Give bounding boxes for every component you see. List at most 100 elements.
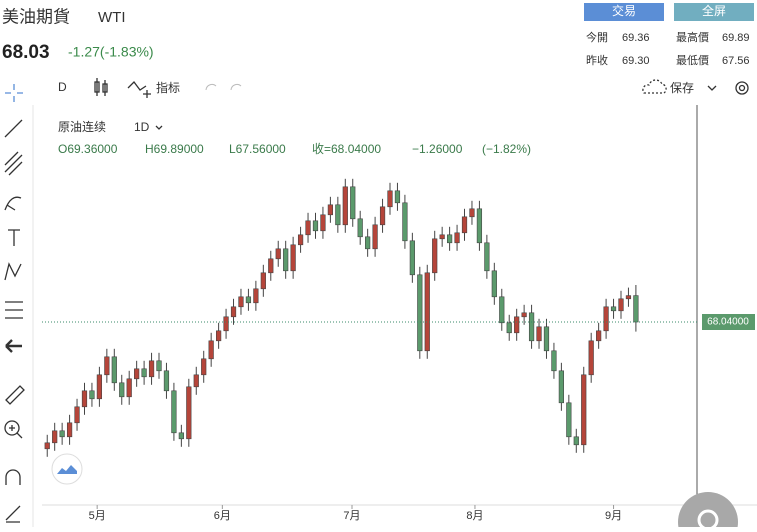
candle-body	[327, 204, 333, 216]
candle-body	[432, 238, 438, 274]
candle-body	[603, 306, 609, 332]
stat-label: 最高價	[676, 30, 709, 44]
candle-body	[528, 312, 535, 342]
candle-body	[357, 218, 363, 238]
legend-low: L67.56000	[229, 142, 286, 156]
x-tick-label: 6月	[214, 510, 231, 522]
candle-body	[558, 370, 564, 404]
logo-button[interactable]	[51, 453, 83, 485]
candle-body	[297, 234, 304, 246]
legend-close: 收=68.04000	[312, 142, 381, 156]
candle-body	[141, 368, 147, 378]
fullscreen-label[interactable]: 全屏	[702, 3, 726, 18]
stat-value: 69.36	[622, 32, 650, 44]
candle-body	[484, 242, 490, 272]
candle-body	[178, 432, 184, 440]
candle-body	[74, 406, 80, 424]
x-tick-label: 7月	[343, 510, 360, 522]
candle-icon[interactable]	[94, 78, 108, 96]
candle-body	[633, 295, 639, 323]
candle-body	[216, 330, 222, 342]
price: 68.03	[2, 42, 50, 63]
legend-high: H69.89000	[145, 142, 204, 156]
candle-body	[59, 430, 65, 438]
title: 美油期貨	[2, 7, 70, 26]
candle-body	[402, 202, 408, 242]
candle-body	[111, 356, 117, 384]
legend-dropdown[interactable]	[155, 125, 163, 130]
candle-body	[134, 368, 140, 380]
candle-body	[186, 386, 192, 440]
candle-body	[476, 208, 483, 244]
last-price-tag	[702, 314, 755, 330]
x-tick-label: 8月	[466, 510, 483, 522]
candle-body	[245, 296, 252, 304]
candle-body	[424, 272, 430, 352]
candle-body	[350, 186, 356, 220]
candle-body	[543, 326, 550, 352]
save-dropdown[interactable]	[707, 85, 717, 91]
candle-body	[573, 436, 579, 446]
candle-body	[379, 206, 386, 226]
candle-body	[372, 224, 378, 250]
candle-body	[201, 358, 207, 376]
candle-body	[260, 272, 266, 290]
candle-body	[447, 234, 453, 244]
candle-body	[394, 190, 401, 204]
candle-body	[618, 298, 624, 312]
candle-body	[163, 370, 170, 392]
candle-body	[290, 244, 296, 272]
indicator-button[interactable]: 指标	[156, 80, 180, 95]
stat-value: 69.30	[622, 55, 650, 67]
candle-body	[551, 350, 557, 372]
cloud-icon[interactable]	[642, 79, 667, 94]
settings-icon[interactable]	[735, 81, 749, 95]
interval-button[interactable]: D	[58, 80, 67, 94]
candle-body	[521, 312, 527, 318]
candle-body	[439, 234, 445, 240]
candle-body	[52, 430, 58, 444]
candle-body	[81, 390, 88, 408]
candle-body	[275, 248, 281, 260]
x-tick-label: 9月	[605, 510, 622, 522]
fullscreen-button[interactable]	[674, 3, 754, 21]
candle-body	[253, 288, 259, 304]
legend-change-pct: (−1.82%)	[482, 142, 531, 156]
candle-body	[387, 190, 393, 208]
legend-symbol: 原油连续	[58, 119, 106, 134]
candle-body	[491, 270, 497, 298]
candle-body	[581, 374, 587, 446]
candle-body	[625, 295, 632, 300]
logo-icon	[57, 465, 77, 474]
stat-label: 昨收	[586, 53, 608, 67]
candle-body	[208, 340, 214, 360]
save-button[interactable]: 保存	[670, 81, 694, 95]
candle-body	[223, 316, 229, 332]
candle-body	[305, 220, 311, 236]
candle-body	[193, 374, 199, 388]
candle-body	[148, 360, 155, 378]
indicator-icon[interactable]	[127, 81, 151, 98]
change: -1.27(-1.83%)	[68, 44, 154, 60]
trade-label[interactable]: 交易	[612, 3, 636, 18]
candle-body	[514, 316, 520, 334]
undo-redo[interactable]	[205, 83, 242, 91]
candle-body	[96, 374, 103, 400]
trade-button[interactable]	[584, 3, 664, 21]
candle-body	[588, 340, 594, 376]
candle-body	[365, 236, 371, 250]
candle-body	[312, 220, 319, 232]
stat-label: 最低價	[676, 53, 709, 67]
last-price-label: 68.04000	[707, 317, 749, 328]
candle-body	[461, 216, 468, 234]
left-toolbar[interactable]	[4, 84, 25, 523]
candle-body	[126, 378, 132, 398]
legend-open: O69.36000	[58, 142, 118, 156]
legend-interval[interactable]: 1D	[134, 120, 150, 134]
candle-body	[499, 296, 505, 324]
candle-body	[283, 248, 289, 272]
candle-body	[44, 442, 50, 450]
legend-change: −1.26000	[412, 142, 463, 156]
candle-body	[156, 360, 162, 372]
